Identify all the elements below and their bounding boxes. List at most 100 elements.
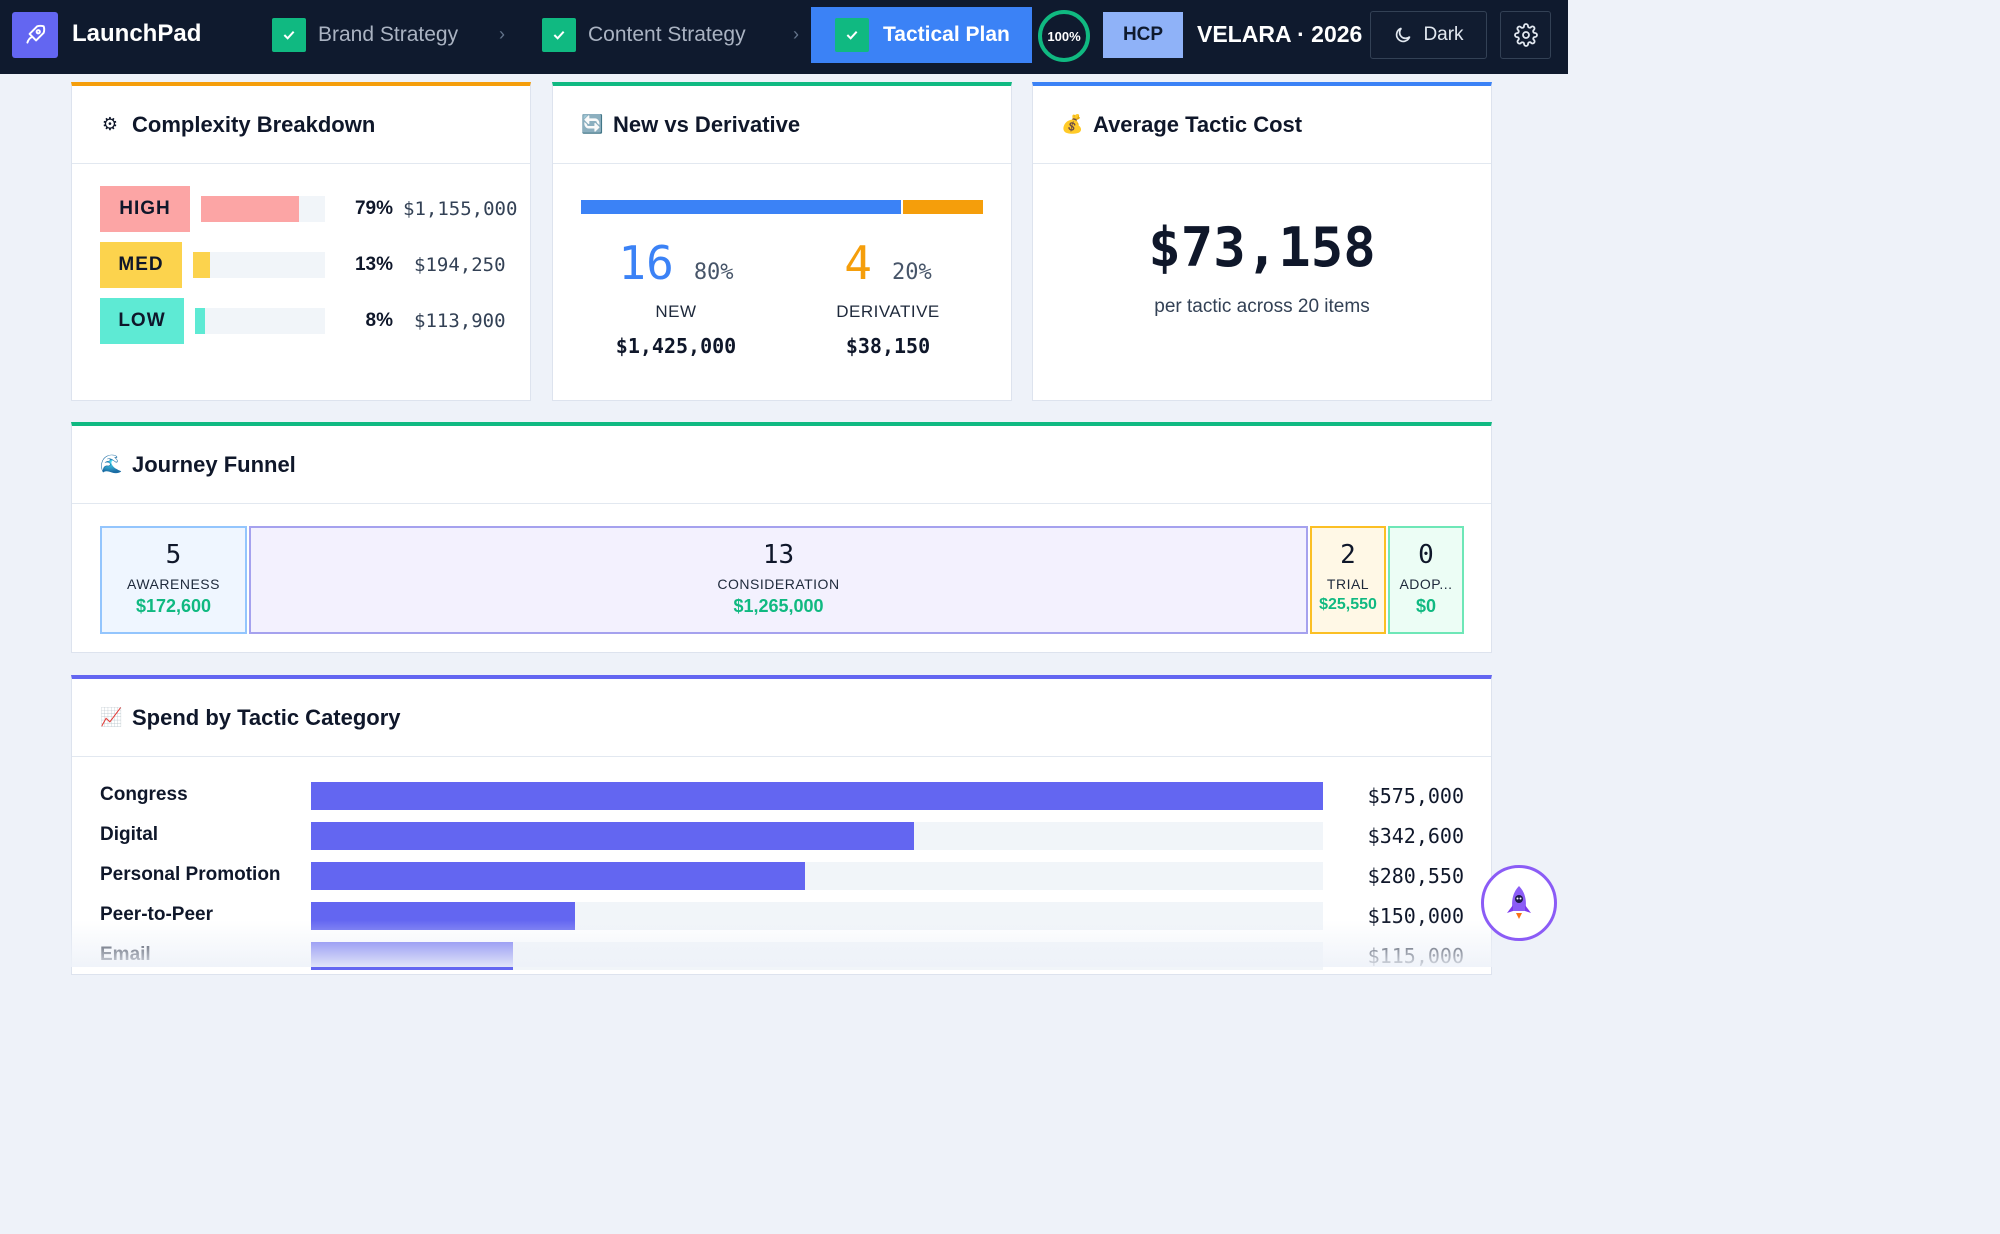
card-title: Complexity Breakdown — [132, 111, 376, 137]
complexity-row-med: MED 13% $194,250 — [100, 242, 520, 288]
spend-bar-fill — [311, 782, 1323, 810]
card-title: Journey Funnel — [132, 451, 296, 477]
funnel-label: CONSIDERATION — [717, 576, 840, 592]
journey-funnel-card: 🌊 Journey Funnel 5 AWARENESS $172,600 13… — [71, 422, 1492, 653]
new-amount: $1,425,000 — [615, 334, 737, 358]
funnel-label: TRIAL — [1326, 576, 1370, 592]
step-label: Content Strategy — [588, 23, 746, 46]
funnel-amount: $0 — [1415, 596, 1437, 616]
complexity-amount: $1,155,000 — [403, 198, 518, 220]
spend-label: Peer-to-Peer — [100, 904, 213, 925]
complexity-bar-fill — [193, 252, 211, 278]
average-cost-subtitle: per tactic across 20 items — [1154, 296, 1370, 317]
spend-bar-fill — [311, 822, 914, 850]
app-name[interactable]: LaunchPad — [72, 20, 202, 47]
spend-label: Congress — [100, 784, 188, 805]
spend-label: Personal Promotion — [100, 864, 281, 885]
complexity-row-low: LOW 8% $113,900 — [100, 298, 520, 344]
complexity-tag: LOW — [100, 298, 184, 344]
derivative-stat: 4 20% DERIVATIVE $38,150 — [793, 236, 983, 358]
funnel-count: 13 — [762, 540, 795, 570]
derivative-count: 4 — [844, 236, 872, 290]
funnel-stage-awareness[interactable]: 5 AWARENESS $172,600 — [100, 526, 247, 634]
new-stat: 16 80% NEW $1,425,000 — [581, 236, 771, 358]
top-bar: LaunchPad Brand Strategy › Content Strat… — [0, 0, 1568, 74]
card-title: Spend by Tactic Category — [132, 704, 401, 730]
rocket-icon — [1507, 886, 1531, 919]
money-bag-icon: 💰 — [1061, 114, 1084, 134]
assistant-rocket-button[interactable] — [1481, 865, 1557, 941]
complexity-card: ⚙ Complexity Breakdown HIGH 79% $1,155,0… — [71, 82, 531, 401]
spend-row: Personal Promotion $280,550 — [100, 862, 1464, 890]
complexity-bar-fill — [195, 308, 206, 334]
card-header: ⚙ Complexity Breakdown — [72, 86, 530, 164]
step-content-strategy[interactable]: Content Strategy — [542, 18, 746, 52]
funnel-amount: $1,265,000 — [733, 596, 824, 616]
dark-mode-button[interactable]: Dark — [1370, 11, 1487, 59]
funnel-stage-consideration[interactable]: 13 CONSIDERATION $1,265,000 — [249, 526, 1308, 634]
wave-icon: 🌊 — [100, 454, 123, 474]
moon-icon — [1396, 27, 1411, 43]
complexity-tag: MED — [100, 242, 182, 288]
refresh-icon: 🔄 — [581, 114, 604, 134]
audience-badge[interactable]: HCP — [1103, 12, 1183, 58]
complexity-amount: $113,900 — [414, 310, 506, 332]
spend-amount: $115,000 — [1367, 944, 1464, 968]
check-icon — [272, 18, 306, 52]
spend-bar-fill — [311, 862, 805, 890]
card-title: New vs Derivative — [613, 111, 801, 137]
card-header: 🌊 Journey Funnel — [72, 426, 1491, 504]
new-count: 16 — [618, 236, 674, 290]
complexity-amount: $194,250 — [414, 254, 506, 276]
card-header: 🔄 New vs Derivative — [553, 86, 1011, 164]
complexity-pct: 79% — [354, 198, 393, 219]
chevron-right-icon: › — [499, 24, 505, 44]
card-header: 💰 Average Tactic Cost — [1033, 86, 1491, 164]
complexity-bar — [195, 308, 325, 334]
step-tactical-plan[interactable]: Tactical Plan — [811, 7, 1032, 63]
new-pct: 80% — [693, 260, 734, 285]
funnel-stage-adoption[interactable]: 0 ADOP... $0 — [1388, 526, 1464, 634]
brand-label: VELARA · 2026 — [1197, 21, 1363, 47]
chevron-right-icon: › — [793, 24, 799, 44]
funnel-amount: $25,550 — [1319, 596, 1377, 613]
spend-amount: $280,550 — [1367, 864, 1464, 888]
check-icon — [542, 18, 576, 52]
spend-by-category-card: 📈 Spend by Tactic Category Congress $575… — [71, 675, 1492, 975]
spend-bar — [311, 942, 1323, 970]
complexity-pct: 13% — [354, 254, 393, 275]
derivative-amount: $38,150 — [845, 334, 931, 358]
step-brand-strategy[interactable]: Brand Strategy — [272, 18, 458, 52]
average-cost-card: 💰 Average Tactic Cost $73,158 per tactic… — [1032, 82, 1492, 401]
spend-bar — [311, 782, 1323, 810]
complexity-row-high: HIGH 79% $1,155,000 — [100, 186, 520, 232]
complexity-bar — [193, 252, 325, 278]
derivative-label: DERIVATIVE — [836, 302, 940, 321]
funnel-label: ADOP... — [1399, 576, 1453, 592]
spend-bar — [311, 902, 1323, 930]
spend-bar-fill — [311, 902, 575, 930]
funnel-stage-trial[interactable]: 2 TRIAL $25,550 — [1310, 526, 1386, 634]
rocket-logo-icon[interactable] — [12, 12, 58, 58]
spend-label: Digital — [100, 824, 159, 845]
complexity-tag: HIGH — [100, 186, 190, 232]
funnel-count: 5 — [165, 540, 182, 570]
spend-row: Email $115,000 — [100, 942, 1464, 970]
spend-amount: $342,600 — [1367, 824, 1464, 848]
spend-label: Email — [100, 944, 151, 965]
complexity-pct: 8% — [365, 310, 393, 331]
gear-icon — [1513, 23, 1538, 47]
complexity-bar — [201, 196, 325, 222]
gear-icon: ⚙ — [101, 114, 119, 134]
new-segment — [581, 200, 901, 214]
new-vs-derivative-bar — [581, 200, 983, 214]
dark-mode-label: Dark — [1423, 24, 1464, 45]
card-title: Average Tactic Cost — [1093, 111, 1303, 137]
chart-icon: 📈 — [100, 707, 123, 727]
settings-button[interactable] — [1500, 11, 1551, 59]
spend-row: Peer-to-Peer $150,000 — [100, 902, 1464, 930]
spend-bar — [311, 822, 1323, 850]
card-header: 📈 Spend by Tactic Category — [72, 679, 1491, 757]
funnel-count: 0 — [1418, 540, 1434, 570]
funnel-amount: $172,600 — [135, 596, 212, 616]
